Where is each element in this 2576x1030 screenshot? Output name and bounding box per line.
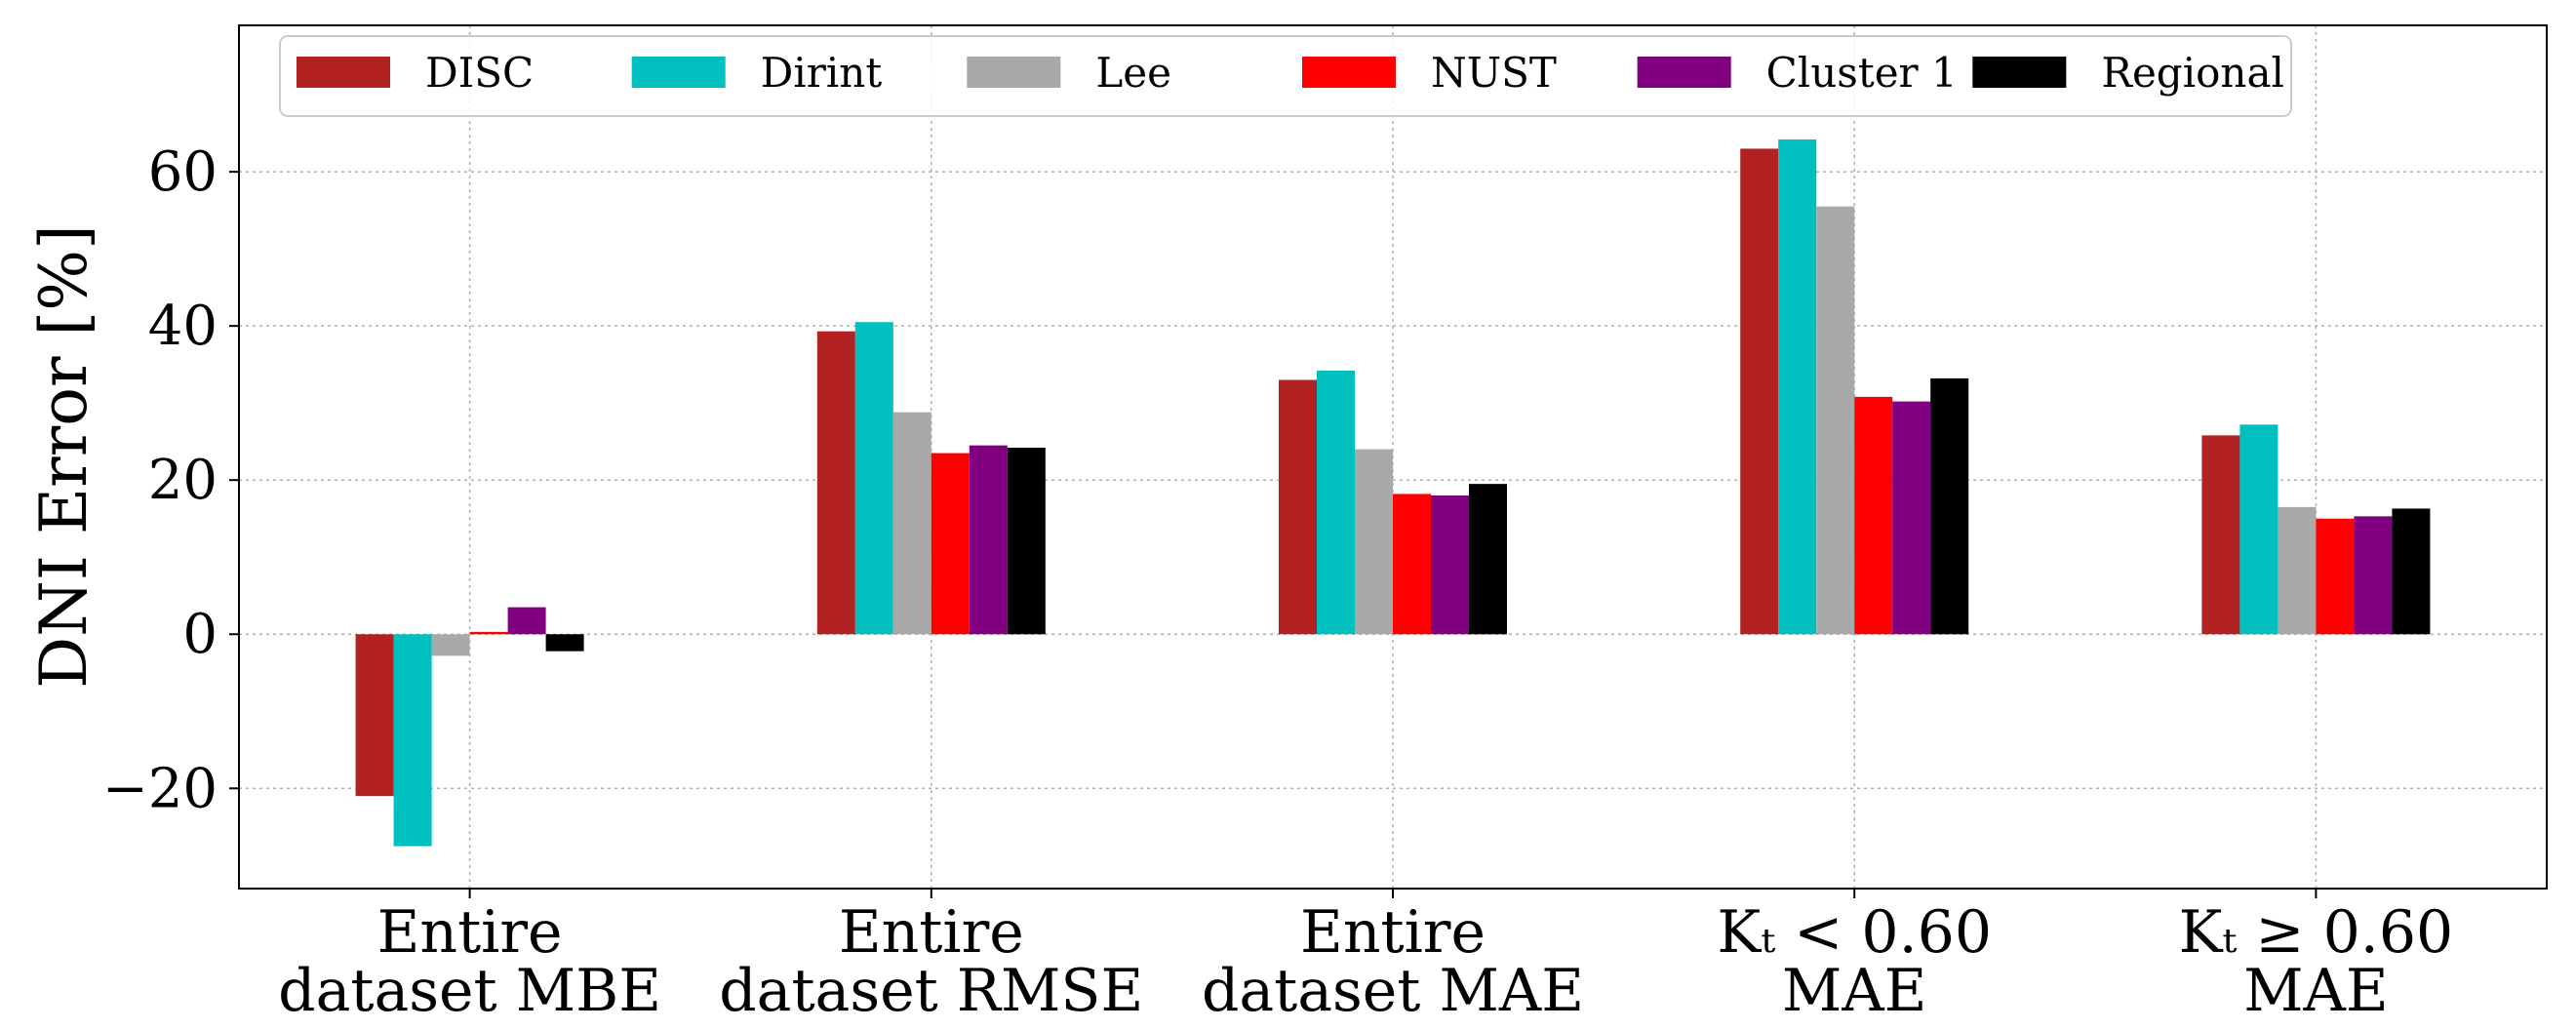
bar-cluster-1 (969, 445, 1008, 635)
legend-label: NUST (1431, 49, 1557, 97)
x-category-label-line1: Entire (1300, 898, 1486, 967)
bar-dirint (2239, 424, 2279, 635)
bar-nust (1393, 494, 1431, 635)
bar-cluster-1 (1892, 401, 1931, 635)
x-category-label-line1: Entire (377, 898, 563, 967)
legend-swatch (967, 57, 1061, 88)
x-category-label-line1: Kₜ < 0.60 (1717, 898, 1992, 967)
bar-cluster-1 (2354, 516, 2393, 635)
bar-regional (545, 634, 584, 652)
y-tick-label: 20 (148, 449, 218, 512)
bar-regional (1007, 448, 1046, 635)
y-axis-label: DNI Error [%] (26, 224, 101, 688)
bar-lee (2278, 506, 2317, 635)
y-tick-label: −20 (102, 757, 218, 820)
legend: DISC Dirint Lee NUST Cluster 1 Regional (279, 35, 2292, 117)
legend-swatch (1972, 57, 2067, 88)
bar-nust (931, 453, 970, 635)
legend-label: Dirint (761, 49, 883, 97)
bar-disc (1279, 379, 1317, 635)
x-category-label-line2: dataset MBE (278, 957, 661, 1025)
bar-lee (1355, 449, 1393, 635)
bar-lee (892, 412, 931, 635)
y-tick-label: 0 (182, 603, 218, 666)
legend-swatch (631, 57, 726, 88)
x-category-label-line2: MAE (2243, 957, 2389, 1025)
legend-swatch (297, 57, 390, 88)
x-category-label-line1: Entire (839, 898, 1024, 967)
bar-lee (1816, 206, 1855, 635)
bar-regional (1930, 377, 1969, 635)
bar-disc (355, 634, 394, 797)
bar-disc (2201, 435, 2240, 635)
bar-disc (816, 331, 855, 635)
bar-dirint (393, 634, 432, 847)
legend-label: DISC (425, 49, 534, 97)
x-category-label-line2: dataset RMSE (719, 957, 1143, 1025)
bar-cluster-1 (1431, 495, 1469, 635)
legend-swatch (1637, 57, 1731, 88)
legend-box (279, 35, 2292, 117)
bar-dirint (1317, 371, 1355, 635)
bar-dirint (1778, 139, 1817, 635)
bar-lee (431, 634, 470, 656)
bar-nust (1854, 396, 1893, 635)
bar-nust (469, 631, 508, 635)
bar-regional (1469, 484, 1507, 635)
x-category-label-line1: Kₜ ≥ 0.60 (2179, 898, 2454, 967)
x-category-label-line2: MAE (1782, 957, 1927, 1025)
bar-layer (355, 139, 2431, 847)
y-tick-label: 60 (148, 140, 218, 204)
y-axis-ticks: −20 0 20 40 60 (102, 140, 239, 820)
bar-regional (2392, 508, 2431, 635)
bar-disc (1740, 148, 1779, 635)
legend-swatch (1302, 57, 1396, 88)
bar-nust (2316, 518, 2355, 635)
bar-dirint (854, 322, 893, 635)
legend-label: Regional (2101, 49, 2284, 97)
bar-cluster-1 (507, 607, 546, 635)
legend-label: Cluster 1 (1766, 49, 1958, 97)
x-category-label-line2: dataset MAE (1202, 957, 1584, 1025)
legend-label: Lee (1095, 49, 1171, 97)
y-tick-label: 40 (148, 295, 218, 358)
